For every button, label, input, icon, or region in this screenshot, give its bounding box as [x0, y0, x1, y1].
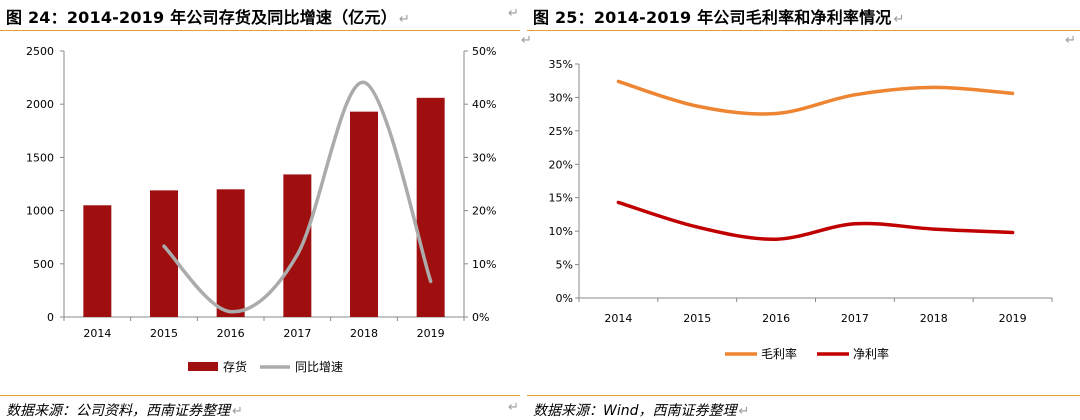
legend-label-net: 净利率	[853, 346, 889, 361]
y-tick-label: 5%	[556, 259, 573, 272]
x-tick-label: 2019	[999, 312, 1027, 325]
x-tick-label: 2014	[604, 312, 632, 325]
y2-tick-label: 50%	[472, 45, 496, 58]
y-tick-label: 15%	[549, 192, 573, 205]
net-margin-line	[616, 200, 1015, 241]
y-tick-label: 10%	[549, 225, 573, 238]
inventory-growth-chart: 0 500 1000 1500 2000 2500 0% 10% 20% 30% 40% 50% 201…	[26, 45, 496, 374]
y2-tick-label: 30%	[472, 151, 496, 164]
y-tick-label: 1500	[26, 151, 54, 164]
y-tick-label: 0%	[556, 292, 573, 305]
y2-tick-label: 0%	[472, 311, 489, 324]
bar-inventory	[150, 190, 178, 317]
figure-24-source: 数据来源：公司资料，西南证券整理	[6, 403, 230, 419]
x-tick-label: 2018	[350, 327, 378, 340]
y2-tick-label: 20%	[472, 205, 496, 218]
y-tick-label: 500	[33, 258, 54, 271]
figure-25-panel: 图 25：2014-2019 年公司毛利率和净利率情况 ↵ ↵ ↵ 0% 5% 10%…	[521, 0, 1080, 420]
bar-inventory	[350, 111, 378, 317]
legend-label-gross: 毛利率	[761, 346, 797, 361]
title-rule	[527, 30, 1080, 31]
return-mark: ↵	[508, 400, 519, 415]
x-tick-label: 2016	[762, 312, 790, 325]
x-tick-label: 2014	[83, 327, 111, 340]
bar-inventory	[283, 174, 312, 317]
bar-inventory	[416, 97, 445, 317]
figure-24-panel: 图 24：2014-2019 年公司存货及同比增速（亿元） ↵ 0 500 1000 1…	[0, 0, 520, 420]
return-mark: ↵	[1065, 33, 1076, 48]
legend-swatch-inventory	[188, 362, 218, 371]
bottom-rule	[0, 395, 520, 396]
x-tick-label: 2016	[217, 327, 245, 340]
x-tick-label: 2017	[841, 312, 869, 325]
bottom-rule	[527, 395, 1080, 396]
gross-margin-line	[616, 79, 1015, 116]
figure-25-title: 图 25：2014-2019 年公司毛利率和净利率情况	[533, 8, 892, 27]
y2-tick-label: 10%	[472, 258, 496, 271]
y-tick-label: 35%	[549, 58, 573, 71]
return-mark: ↵	[738, 404, 750, 419]
figure-24-title: 图 24：2014-2019 年公司存货及同比增速（亿元）	[6, 8, 397, 27]
return-mark: ↵	[232, 404, 243, 419]
legend-label-growth: 同比增速	[295, 360, 343, 374]
return-mark: ↵	[398, 12, 411, 27]
title-rule	[0, 30, 520, 31]
x-tick-label: 2017	[283, 327, 311, 340]
y-tick-label: 30%	[549, 91, 573, 104]
return-mark: ↵	[521, 33, 532, 48]
x-tick-label: 2019	[417, 327, 445, 340]
y-tick-label: 2000	[26, 98, 54, 111]
y-tick-label: 20%	[549, 158, 573, 171]
bar-inventory	[83, 205, 112, 317]
bar-inventory	[216, 189, 245, 317]
return-mark: ↵	[893, 12, 905, 27]
y-tick-label: 2500	[26, 45, 54, 58]
return-mark: ↵	[508, 6, 519, 21]
y2-tick-label: 40%	[472, 98, 496, 111]
growth-line	[162, 80, 433, 314]
x-tick-label: 2015	[683, 312, 711, 325]
figure-25-source: 数据来源：Wind，西南证券整理	[533, 403, 737, 419]
legend-label-inventory: 存货	[223, 359, 247, 374]
margin-chart: 0% 5% 10% 15% 20% 25% 30% 35% 2014 2015 2016 2017 20…	[549, 58, 1053, 361]
x-tick-label: 2015	[150, 327, 178, 340]
y-tick-label: 25%	[549, 125, 573, 138]
x-tick-label: 2018	[920, 312, 948, 325]
y-tick-label: 1000	[26, 205, 54, 218]
y-tick-label: 0	[47, 311, 54, 324]
